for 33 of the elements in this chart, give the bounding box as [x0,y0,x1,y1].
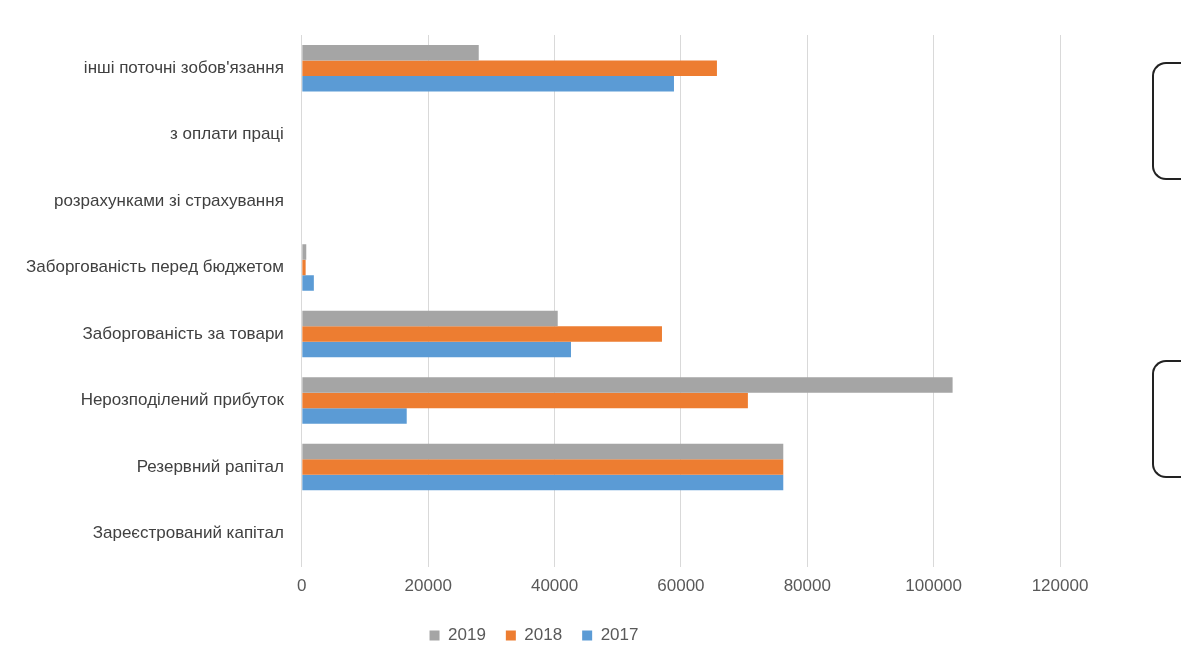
x-tick-label: 40000 [530,576,579,596]
bar [302,44,479,61]
y-tick-label: Нерозподілений прибуток [80,390,285,410]
x-tick-label: 20000 [404,576,452,596]
y-tick-label: розрахунками зі страхування [54,190,284,210]
bar [302,392,748,409]
bar [302,443,784,460]
y-tick-label: Заборгованість за товари [82,323,284,343]
bar [302,259,306,276]
legend-label: 2017 [600,625,639,645]
y-tick-label: Резервний рапітал [136,456,284,476]
y-tick-label: Зареєстрований капітал [92,523,284,543]
y-tick-label: Заборгованість перед бюджетом [25,257,284,277]
bar [302,377,953,393]
x-tick-label: 120000 [1031,576,1089,596]
legend-label: 2018 [524,625,563,645]
bar [302,474,784,491]
x-tick-label: 0 [297,576,307,596]
x-tick-label: 100000 [905,576,963,596]
bar [302,408,407,424]
x-tick-label: 60000 [657,576,705,596]
y-tick-label: інші поточні зобов'язання [83,57,284,77]
bar [302,459,784,475]
bar [302,275,314,291]
y-tick-label: з оплати праці [170,124,284,144]
legend-label: 2019 [448,625,486,645]
bar [302,60,717,76]
bar [302,75,674,92]
bar [302,310,558,327]
bar [302,326,662,342]
x-tick-label: 80000 [783,576,831,596]
bar [302,244,307,260]
bar [302,341,571,358]
